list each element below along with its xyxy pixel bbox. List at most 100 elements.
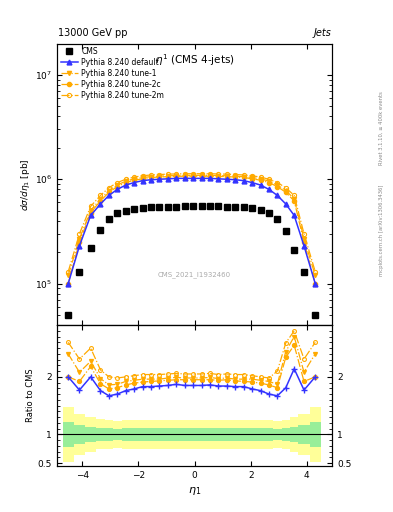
Pythia 8.240 default — [123, 182, 128, 188]
Pythia 8.240 tune-2m — [140, 173, 145, 179]
Pythia 8.240 default — [132, 180, 136, 186]
Pythia 8.240 tune-1 — [250, 175, 254, 181]
Pythia 8.240 tune-2m — [182, 170, 187, 177]
Line: Pythia 8.240 tune-1: Pythia 8.240 tune-1 — [66, 173, 317, 278]
Pythia 8.240 tune-2c — [182, 173, 187, 179]
Pythia 8.240 tune-2c — [157, 174, 162, 180]
Pythia 8.240 default — [292, 212, 297, 219]
Pythia 8.240 tune-2c — [88, 209, 93, 216]
Pythia 8.240 default — [107, 193, 111, 199]
Pythia 8.240 default — [283, 201, 288, 207]
Pythia 8.240 tune-2c — [275, 184, 280, 190]
Pythia 8.240 tune-2c — [266, 180, 271, 186]
Pythia 8.240 default — [275, 193, 280, 199]
Pythia 8.240 default — [98, 201, 103, 207]
Pythia 8.240 tune-1 — [241, 174, 246, 180]
Pythia 8.240 default — [313, 281, 318, 287]
Pythia 8.240 default — [165, 176, 170, 182]
Pythia 8.240 tune-1 — [98, 196, 103, 202]
CMS — [191, 203, 195, 209]
Pythia 8.240 tune-2m — [77, 231, 82, 237]
CMS — [224, 204, 229, 210]
CMS — [140, 205, 145, 211]
Pythia 8.240 tune-2c — [258, 177, 263, 183]
CMS — [250, 205, 254, 211]
Pythia 8.240 default — [174, 175, 179, 181]
CMS — [165, 204, 170, 210]
Pythia 8.240 tune-2c — [174, 174, 179, 180]
Line: Pythia 8.240 default: Pythia 8.240 default — [66, 176, 318, 286]
Pythia 8.240 tune-2c — [123, 180, 128, 186]
Pythia 8.240 tune-1 — [258, 176, 263, 182]
Pythia 8.240 tune-2m — [165, 171, 170, 177]
CMS — [302, 269, 307, 275]
Y-axis label: Ratio to CMS: Ratio to CMS — [26, 369, 35, 422]
Pythia 8.240 tune-2m — [149, 172, 153, 178]
Pythia 8.240 tune-2m — [292, 193, 297, 199]
Y-axis label: $d\sigma/d\eta_1$ [pb]: $d\sigma/d\eta_1$ [pb] — [19, 158, 32, 210]
Pythia 8.240 tune-1 — [199, 172, 204, 178]
Pythia 8.240 default — [302, 243, 307, 249]
Pythia 8.240 tune-2c — [208, 173, 212, 179]
Pythia 8.240 tune-2m — [233, 172, 238, 178]
Pythia 8.240 default — [140, 178, 145, 184]
Pythia 8.240 default — [66, 281, 71, 287]
Pythia 8.240 tune-1 — [165, 173, 170, 179]
Pythia 8.240 tune-1 — [233, 173, 238, 179]
Pythia 8.240 tune-2c — [98, 198, 103, 204]
CMS — [107, 216, 111, 222]
CMS — [66, 312, 71, 318]
Pythia 8.240 tune-2m — [208, 170, 212, 177]
Pythia 8.240 tune-2m — [250, 173, 254, 179]
Pythia 8.240 tune-1 — [123, 178, 128, 184]
Line: CMS: CMS — [66, 204, 318, 318]
CMS — [283, 228, 288, 234]
Pythia 8.240 tune-2c — [132, 177, 136, 183]
Pythia 8.240 tune-1 — [182, 172, 187, 178]
Line: Pythia 8.240 tune-2m: Pythia 8.240 tune-2m — [66, 172, 317, 274]
CMS — [208, 203, 212, 209]
CMS — [275, 216, 280, 222]
Pythia 8.240 tune-2m — [216, 171, 221, 177]
Pythia 8.240 tune-2c — [241, 175, 246, 181]
Pythia 8.240 tune-2c — [66, 281, 71, 287]
Pythia 8.240 tune-2c — [250, 176, 254, 182]
Pythia 8.240 tune-2m — [174, 171, 179, 177]
Pythia 8.240 default — [115, 186, 120, 193]
Pythia 8.240 tune-2m — [283, 185, 288, 191]
Pythia 8.240 tune-2m — [191, 170, 195, 177]
CMS — [266, 210, 271, 217]
Pythia 8.240 tune-2c — [77, 239, 82, 245]
Text: $\eta^1$ (CMS 4-jets): $\eta^1$ (CMS 4-jets) — [155, 52, 234, 68]
Pythia 8.240 tune-1 — [275, 182, 280, 188]
CMS — [233, 204, 238, 210]
Pythia 8.240 tune-2m — [157, 172, 162, 178]
CMS — [77, 269, 82, 275]
Pythia 8.240 tune-2c — [292, 198, 297, 204]
Pythia 8.240 tune-2m — [258, 174, 263, 180]
Pythia 8.240 tune-2c — [233, 174, 238, 180]
CMS — [123, 207, 128, 214]
CMS — [132, 206, 136, 212]
Pythia 8.240 default — [241, 178, 246, 184]
Pythia 8.240 tune-1 — [115, 182, 120, 188]
Pythia 8.240 tune-2m — [199, 170, 204, 177]
Pythia 8.240 tune-2m — [302, 231, 307, 237]
Pythia 8.240 default — [199, 175, 204, 181]
Pythia 8.240 tune-1 — [216, 173, 221, 179]
Text: mcplots.cern.ch [arXiv:1306.3436]: mcplots.cern.ch [arXiv:1306.3436] — [379, 185, 384, 276]
Pythia 8.240 tune-1 — [149, 174, 153, 180]
CMS — [174, 204, 179, 210]
Pythia 8.240 tune-2m — [132, 174, 136, 180]
Pythia 8.240 tune-2c — [165, 174, 170, 180]
Pythia 8.240 tune-1 — [77, 236, 82, 242]
Pythia 8.240 tune-1 — [302, 236, 307, 242]
Pythia 8.240 default — [208, 175, 212, 181]
CMS — [292, 247, 297, 253]
Pythia 8.240 tune-2c — [216, 174, 221, 180]
Pythia 8.240 tune-1 — [88, 207, 93, 214]
Pythia 8.240 tune-1 — [208, 172, 212, 178]
Pythia 8.240 default — [182, 175, 187, 181]
Pythia 8.240 tune-2m — [66, 269, 71, 275]
CMS — [216, 203, 221, 209]
